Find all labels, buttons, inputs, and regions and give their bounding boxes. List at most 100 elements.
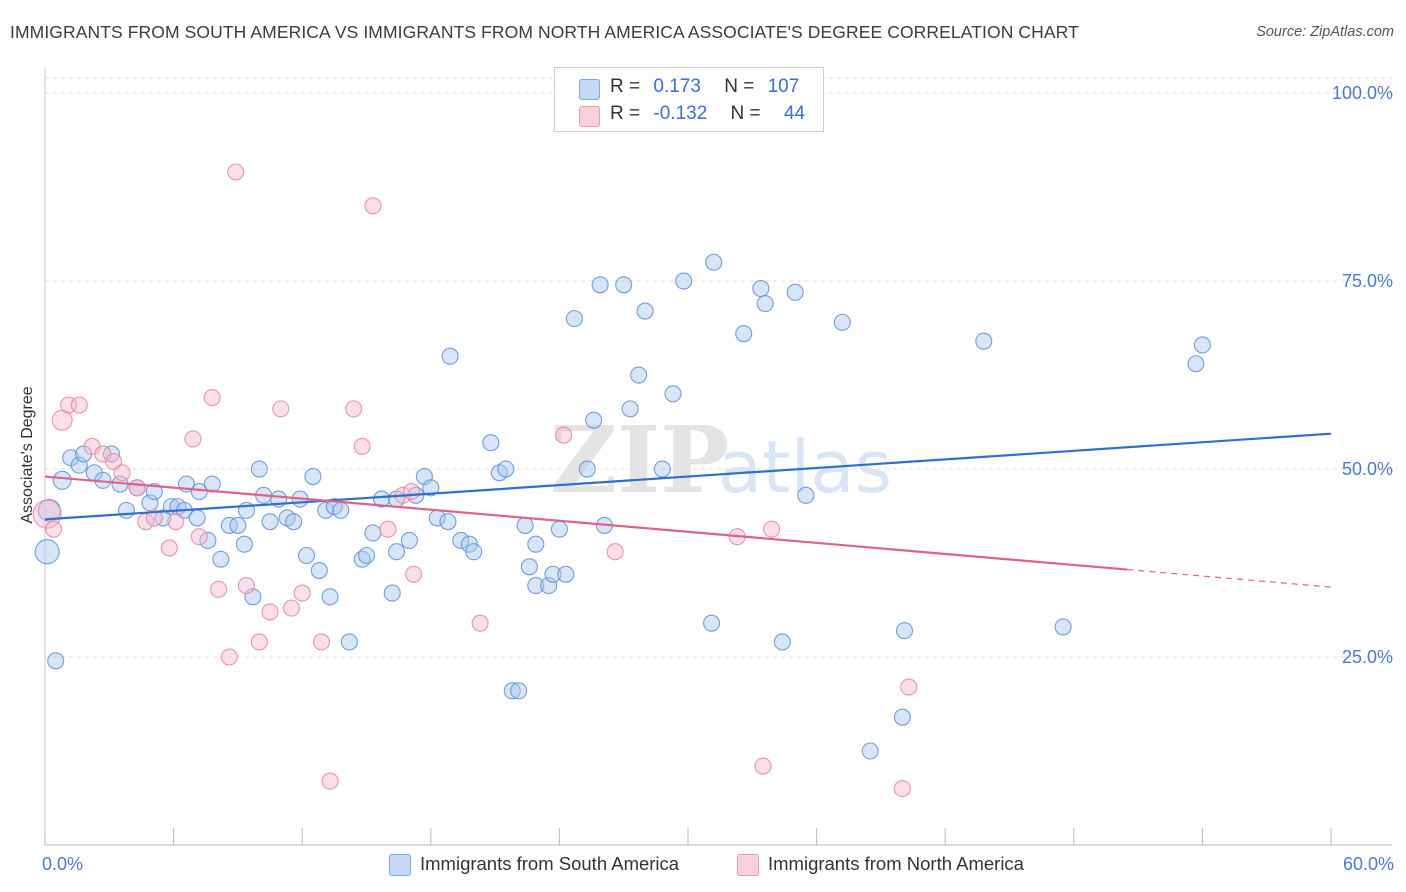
legend-r-value: 0.173 <box>653 76 701 97</box>
point-south-america <box>465 543 483 561</box>
point-south-america <box>52 470 72 490</box>
point-south-america <box>229 516 247 534</box>
point-north-america <box>353 437 371 456</box>
point-south-america <box>591 276 609 294</box>
point-south-america <box>516 516 534 534</box>
point-north-america <box>261 603 279 621</box>
point-north-america <box>405 565 423 583</box>
point-south-america <box>441 347 459 365</box>
point-south-america <box>1187 355 1205 373</box>
point-north-america <box>364 197 382 215</box>
watermark-atlas: atlas <box>718 425 892 509</box>
point-south-america <box>975 332 993 350</box>
point-south-america <box>332 501 350 519</box>
x-tick-label-max: 60.0% <box>1343 854 1394 874</box>
point-south-america <box>145 483 163 501</box>
point-south-america <box>557 565 575 583</box>
point-south-america <box>70 456 88 474</box>
y-tick-labels: 100.0% 75.0% 50.0% 25.0% <box>1332 83 1393 667</box>
point-north-america <box>227 163 245 181</box>
point-south-america <box>621 400 639 418</box>
point-north-america <box>160 539 178 557</box>
legend-n-value: 107 <box>767 76 800 97</box>
point-north-america <box>606 543 624 561</box>
point-south-america <box>321 588 339 606</box>
point-south-america <box>527 577 545 595</box>
point-north-america <box>282 599 301 617</box>
point-south-america <box>235 535 253 553</box>
point-south-america <box>773 633 791 651</box>
point-south-america <box>383 584 401 602</box>
axes <box>44 68 1392 846</box>
point-south-america <box>544 565 562 583</box>
legend-r-label: R = <box>610 76 641 97</box>
point-south-america <box>203 475 221 493</box>
point-south-america <box>510 682 528 700</box>
y-tick-label: 50.0% <box>1342 459 1393 479</box>
point-north-america <box>220 648 238 666</box>
legend-label: Immigrants from North America <box>768 853 1024 874</box>
point-south-america <box>705 253 723 271</box>
point-south-america <box>34 539 60 565</box>
point-south-america <box>261 513 279 531</box>
point-south-america <box>188 509 206 527</box>
point-south-america <box>895 622 914 640</box>
legend-r-value: -0.132 <box>653 103 708 124</box>
point-north-america <box>754 757 772 775</box>
legend-swatch-pink <box>737 854 759 876</box>
point-south-america <box>297 546 316 565</box>
legend-n-value: 44 <box>783 103 806 124</box>
legend-swatch-pink <box>579 106 600 127</box>
chart-title: IMMIGRANTS FROM SOUTH AMERICA VS IMMIGRA… <box>10 22 1079 42</box>
point-north-america <box>312 633 331 651</box>
point-north-america <box>293 584 311 602</box>
point-south-america <box>1054 618 1072 636</box>
point-south-america <box>653 460 671 478</box>
point-north-america <box>379 520 397 538</box>
point-south-america <box>497 460 515 478</box>
point-south-america <box>220 516 238 534</box>
point-south-america <box>452 531 470 550</box>
point-south-america <box>199 531 217 550</box>
point-south-america <box>47 652 65 670</box>
point-north-america <box>321 772 339 790</box>
point-north-america <box>345 400 363 418</box>
point-north-america <box>45 520 63 538</box>
point-north-america <box>184 430 202 448</box>
point-north-america <box>105 452 123 471</box>
point-south-america <box>703 614 721 632</box>
point-south-america <box>861 742 879 760</box>
point-north-america <box>763 520 781 538</box>
point-north-america <box>402 483 421 501</box>
point-south-america <box>250 460 268 478</box>
point-south-america <box>285 513 303 531</box>
point-south-america <box>540 577 558 595</box>
point-south-america <box>400 531 418 550</box>
point-south-america <box>154 509 172 527</box>
point-south-america <box>422 479 440 497</box>
point-north-america <box>237 577 256 595</box>
point-south-america <box>317 501 335 519</box>
point-north-america <box>555 426 573 444</box>
y-tick-label: 75.0% <box>1342 271 1393 291</box>
legend-swatch-blue <box>389 854 411 876</box>
legend-n-label: N = <box>730 103 761 124</box>
point-south-america <box>675 272 693 290</box>
point-north-america <box>471 614 489 632</box>
trend-line-north-america <box>44 475 1128 571</box>
point-south-america <box>735 325 753 343</box>
stats-legend: R = 0.173 N = 107 R = -0.132 N = 44 <box>554 67 824 132</box>
source-note: Source: ZipAtlas.com <box>1256 24 1394 40</box>
point-south-america <box>117 501 135 519</box>
point-north-america <box>145 509 163 527</box>
legend-n-label: N = <box>724 76 755 97</box>
point-south-america <box>615 276 633 294</box>
trend-line-extension <box>1127 568 1332 588</box>
y-tick-label: 100.0% <box>1332 83 1393 103</box>
point-south-america <box>304 467 322 486</box>
point-north-america <box>893 780 911 798</box>
point-south-america <box>1193 336 1211 354</box>
legend-swatch-blue <box>579 79 600 100</box>
point-south-america <box>527 535 545 553</box>
point-south-america <box>520 558 538 576</box>
